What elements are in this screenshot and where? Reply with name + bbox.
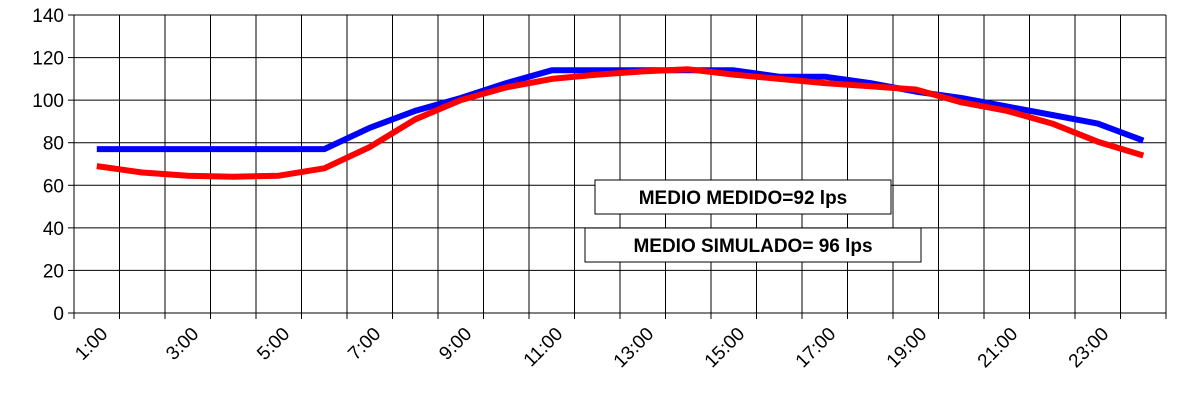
x-tick-label: 19:00: [883, 324, 931, 372]
x-tick-label: 3:00: [162, 324, 203, 365]
x-tick-label: 11:00: [520, 324, 567, 371]
y-tick-label: 20: [43, 261, 64, 282]
y-tick-label: 40: [43, 219, 64, 240]
x-tick-labels: 1:00 3:00 5:00 7:00 9:00 11:00 13:00 15:00 17:00…: [71, 324, 1113, 372]
grid-lines: [74, 14, 1167, 313]
x-tick-label: 21:00: [974, 324, 1022, 372]
series-lines: [96, 66, 1145, 180]
x-tick-label: 7:00: [344, 324, 385, 365]
x-tick-label: 13:00: [610, 324, 658, 372]
axes: [68, 14, 1167, 319]
y-tick-label: 60: [43, 176, 64, 197]
annotation-simulated: MEDIO SIMULADO= 96 lps: [584, 227, 922, 263]
y-tick-labels: 0 20 40 60 80 100 120 140: [32, 6, 64, 325]
x-tick-label: 15:00: [701, 324, 749, 372]
annotation-measured: MEDIO MEDIDO=92 lps: [594, 179, 892, 215]
annotation-simulated-box: [584, 227, 922, 263]
x-tick-label: 5:00: [253, 324, 294, 365]
x-tick-label: 23:00: [1065, 324, 1113, 372]
y-tick-label: 100: [32, 91, 64, 112]
x-tick-label: 1:00: [71, 324, 112, 365]
y-tick-label: 80: [43, 134, 64, 155]
annotation-measured-text: MEDIO MEDIDO=92 lps: [639, 188, 848, 209]
y-tick-label: 140: [32, 6, 64, 27]
y-tick-label: 120: [32, 49, 64, 70]
series-line-2: [96, 66, 1145, 180]
x-tick-label: 9:00: [435, 324, 476, 365]
annotation-measured-box: [594, 179, 892, 215]
y-tick-label: 0: [53, 304, 64, 325]
x-tick-label: 17:00: [792, 324, 840, 372]
annotation-simulated-text: MEDIO SIMULADO= 96 lps: [633, 236, 872, 257]
